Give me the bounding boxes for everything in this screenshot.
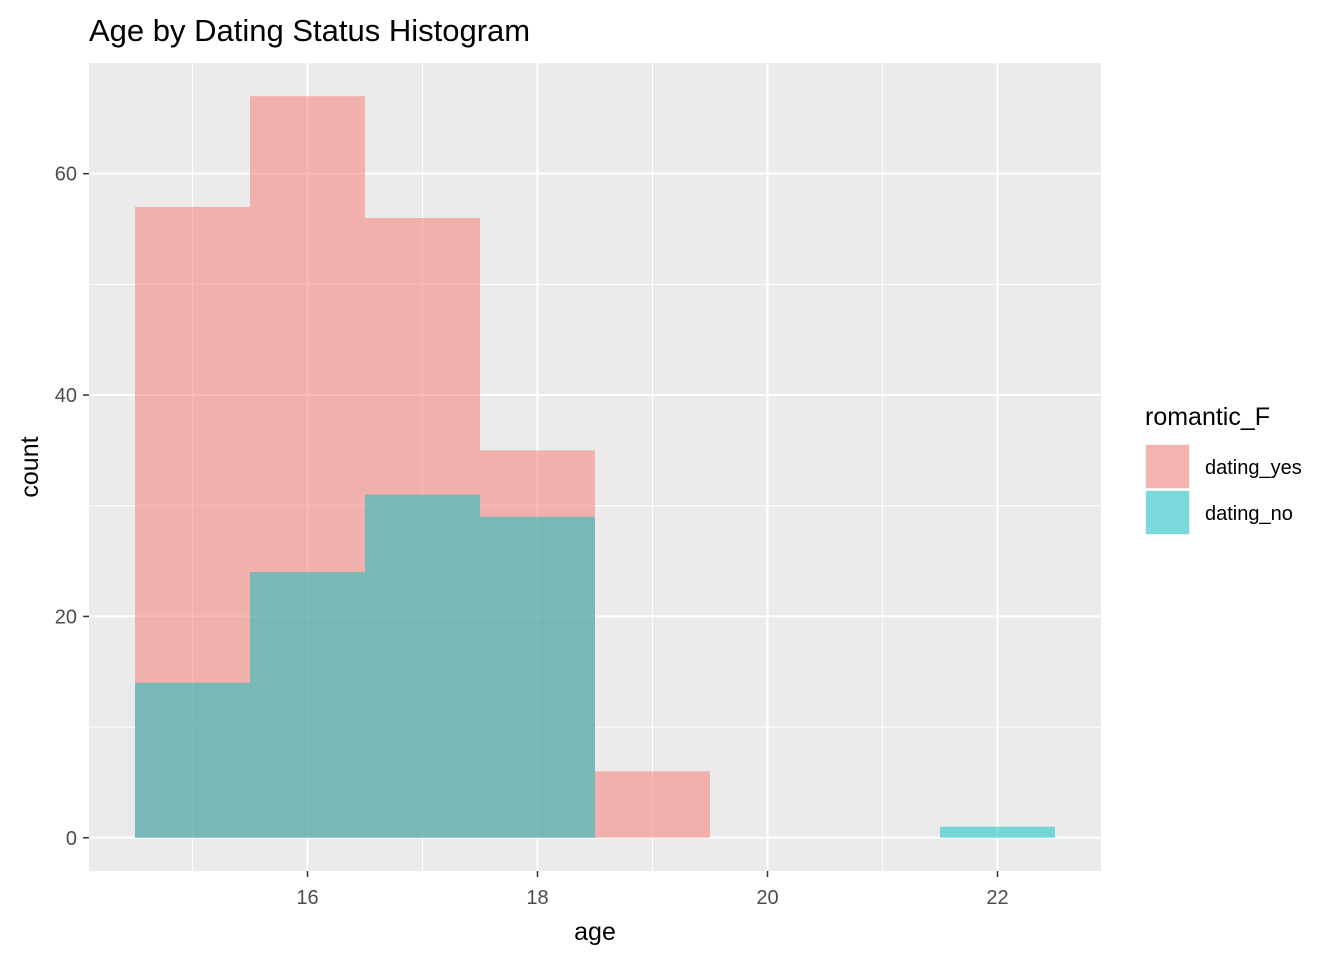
legend-key-dating_yes <box>1146 445 1189 488</box>
histogram-bars <box>135 96 1055 838</box>
y-axis-title: count <box>16 436 44 497</box>
histogram-bar-dating_no <box>940 826 1055 838</box>
x-tick-label: 20 <box>756 887 778 909</box>
legend-key-dating_no <box>1146 491 1189 534</box>
x-tick-label: 16 <box>296 887 318 909</box>
legend-label-dating_no: dating_no <box>1205 503 1293 525</box>
y-tick-label: 60 <box>55 164 77 186</box>
legend-title: romantic_F <box>1145 403 1270 431</box>
histogram-bar-dating_no <box>365 494 480 838</box>
legend: romantic_F dating_yes dating_no <box>1145 403 1302 535</box>
histogram-bar-dating_no <box>250 572 365 838</box>
histogram-bar-dating_no <box>135 682 250 838</box>
x-axis-title: age <box>574 918 616 946</box>
chart-title: Age by Dating Status Histogram <box>89 13 530 48</box>
y-tick-label: 0 <box>66 828 77 850</box>
x-tick-label: 18 <box>526 887 548 909</box>
y-tick-label: 40 <box>55 385 77 407</box>
legend-label-dating_yes: dating_yes <box>1205 457 1302 479</box>
y-tick-label: 20 <box>55 606 77 628</box>
axes: 16 18 20 22 0 20 40 60 <box>55 164 1009 909</box>
histogram-bar-dating_no <box>480 516 595 838</box>
x-tick-label: 22 <box>986 887 1008 909</box>
histogram-bar-dating_yes <box>595 771 710 838</box>
